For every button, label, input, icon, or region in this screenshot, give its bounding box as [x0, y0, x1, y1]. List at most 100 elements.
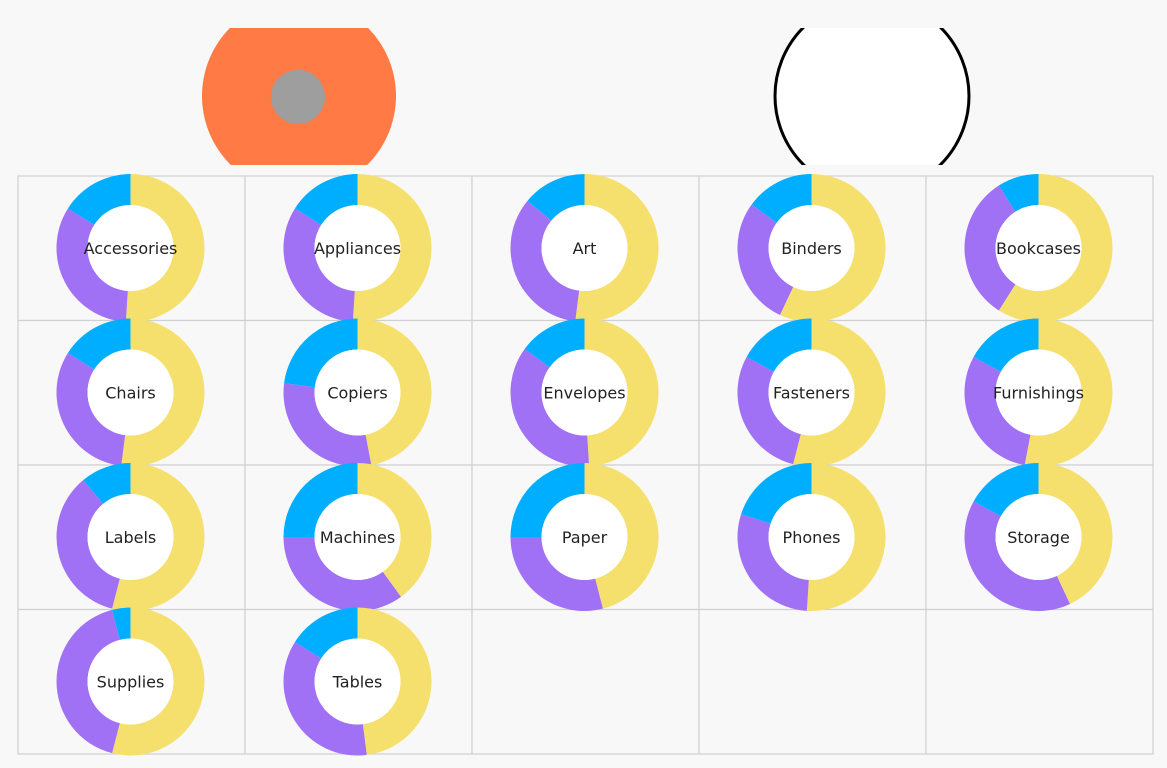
- donut-hole: [995, 349, 1082, 436]
- donut-paper: Paper: [510, 463, 659, 611]
- purple-segment: [737, 356, 801, 465]
- blue-segment: [741, 463, 812, 524]
- donut-hole: [541, 494, 628, 580]
- category-label: Copiers: [327, 384, 387, 403]
- donut-hole: [995, 494, 1082, 580]
- purple-segment: [283, 537, 401, 612]
- yellow-segment: [584, 318, 659, 467]
- donut-hole: [314, 494, 401, 580]
- white-circle-icon: [773, 28, 971, 165]
- donut-labels: Labels: [56, 463, 205, 611]
- category-label: Furnishings: [993, 384, 1084, 403]
- donut-hole: [768, 349, 855, 436]
- category-label: Paper: [562, 528, 608, 547]
- purple-segment: [510, 537, 603, 611]
- donut-hole: [87, 494, 174, 580]
- donut-hole: [87, 638, 174, 725]
- donut-art: Art: [510, 174, 659, 322]
- category-label: Labels: [105, 528, 157, 547]
- donut-furnishings: Furnishings: [964, 318, 1113, 467]
- blue-segment: [973, 463, 1039, 517]
- yellow-segment: [998, 174, 1113, 322]
- purple-segment: [964, 501, 1071, 611]
- category-label: Art: [573, 239, 597, 258]
- purple-segment: [283, 208, 355, 322]
- donut-hole: [87, 205, 174, 291]
- donut-tables: Tables: [283, 607, 432, 756]
- yellow-segment: [357, 607, 432, 755]
- blue-segment: [527, 174, 585, 221]
- purple-segment: [964, 356, 1031, 466]
- blue-segment: [751, 174, 812, 223]
- yellow-segment: [1024, 318, 1113, 467]
- donut-hole: [314, 349, 401, 436]
- category-label: Chairs: [105, 384, 155, 403]
- yellow-segment: [357, 463, 432, 597]
- purple-segment: [283, 383, 372, 467]
- donut-supplies: Supplies: [56, 607, 205, 756]
- blue-segment: [998, 174, 1039, 212]
- blue-segment: [295, 607, 358, 659]
- yellow-segment: [575, 174, 659, 322]
- donut-hole: [314, 638, 401, 725]
- yellow-segment: [793, 318, 886, 467]
- donut-hole: [768, 205, 855, 291]
- purple-segment: [964, 185, 1016, 311]
- blue-segment: [746, 318, 812, 372]
- donut-fasteners: Fasteners: [737, 318, 886, 467]
- blue-segment: [284, 318, 358, 388]
- donut-hole: [768, 494, 855, 580]
- blue-segment: [510, 463, 585, 537]
- donut-hole: [541, 205, 628, 291]
- grid-cell: [471, 608, 700, 755]
- blue-segment: [295, 174, 358, 225]
- purple-segment: [510, 200, 580, 322]
- donut-storage: Storage: [964, 463, 1113, 611]
- blue-segment: [283, 463, 358, 537]
- gray-dot-icon: [271, 70, 325, 124]
- donut-hole: [87, 349, 174, 436]
- category-label: Storage: [1007, 528, 1070, 547]
- blue-segment: [68, 174, 131, 225]
- purple-segment: [510, 349, 590, 467]
- category-label: Fasteners: [773, 384, 850, 403]
- purple-segment: [56, 609, 120, 754]
- donut-envelopes: Envelopes: [510, 318, 659, 467]
- purple-segment: [56, 352, 126, 466]
- donut-phones: Phones: [737, 463, 886, 612]
- yellow-segment: [1038, 463, 1113, 604]
- header-graphics: [202, 28, 971, 165]
- blue-segment: [973, 318, 1039, 372]
- yellow-segment: [584, 463, 659, 609]
- donut-copiers: Copiers: [283, 318, 432, 467]
- yellow-segment: [125, 174, 205, 323]
- donut-hole: [995, 205, 1082, 291]
- yellow-segment: [352, 173, 432, 323]
- category-label: Binders: [781, 239, 841, 258]
- donut-bookcases: Bookcases: [964, 174, 1113, 322]
- purple-segment: [737, 514, 809, 611]
- category-label: Tables: [332, 673, 383, 692]
- yellow-segment: [112, 607, 205, 756]
- yellow-segment: [357, 318, 432, 466]
- category-label: Phones: [783, 528, 841, 547]
- purple-segment: [737, 204, 794, 315]
- donut-appliances: Appliances: [283, 173, 432, 323]
- donut-machines: Machines: [283, 463, 432, 612]
- category-label: Bookcases: [996, 239, 1081, 258]
- donut-hole: [314, 205, 401, 291]
- blue-segment: [524, 318, 585, 368]
- donut-chairs: Chairs: [56, 318, 205, 467]
- yellow-segment: [112, 463, 205, 611]
- donut-hole: [541, 349, 628, 436]
- yellow-segment: [779, 174, 886, 323]
- grid-cell: [698, 608, 927, 755]
- purple-segment: [56, 208, 128, 322]
- category-label: Machines: [320, 528, 395, 547]
- yellow-segment: [806, 463, 886, 612]
- blue-segment: [112, 607, 131, 640]
- blue-segment: [68, 318, 131, 370]
- donut-accessories: Accessories: [56, 174, 205, 323]
- category-label: Accessories: [84, 239, 178, 258]
